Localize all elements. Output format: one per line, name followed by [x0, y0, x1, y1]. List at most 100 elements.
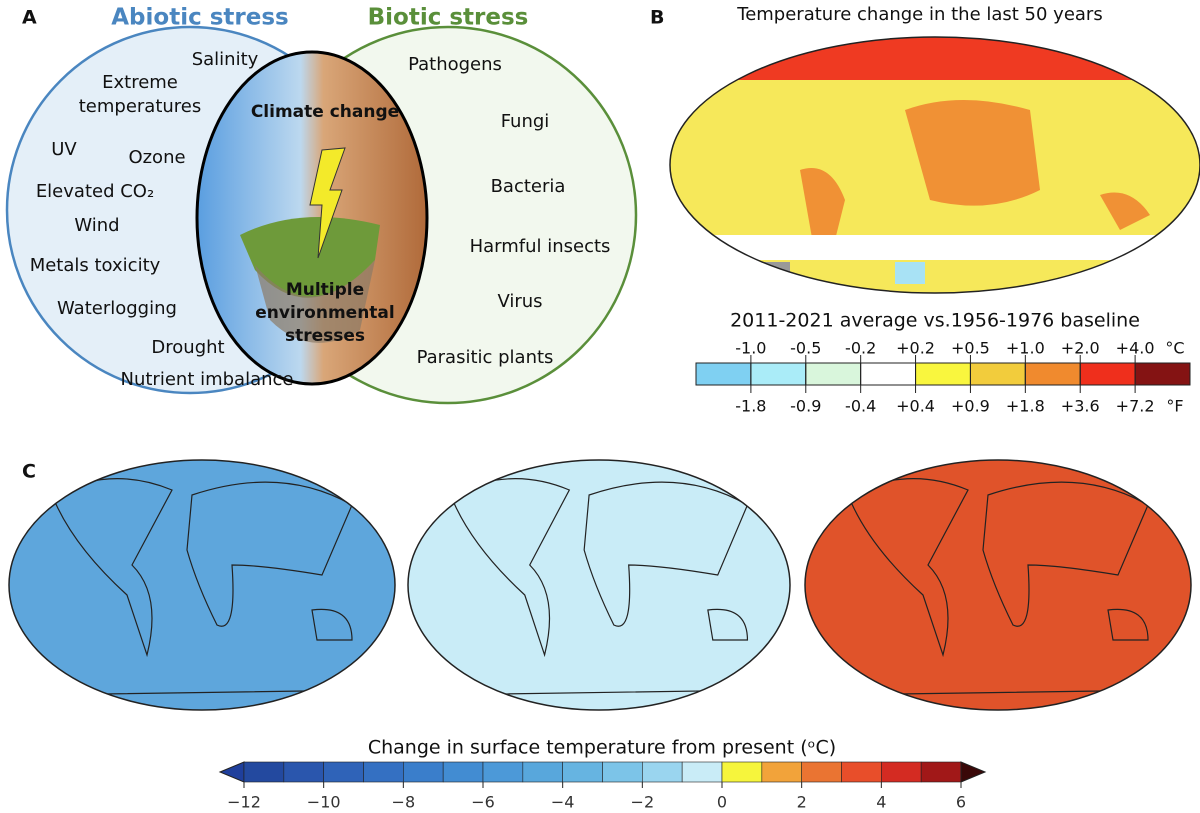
fahrenheit-label: +0.9	[951, 397, 990, 416]
map-outline	[669, 36, 1200, 294]
colorbar-swatch	[881, 761, 922, 783]
panel-label: A	[22, 7, 37, 29]
colorbar-swatch	[721, 761, 763, 783]
panel-label: B	[650, 7, 664, 29]
colorbar-tick-label: −12	[227, 793, 261, 812]
colorbar-tick-label: −8	[392, 793, 416, 812]
colorbar-swatch	[602, 761, 643, 783]
fahrenheit-label: -1.8	[735, 397, 766, 416]
map	[408, 460, 790, 710]
overlap-top: Climate change	[251, 102, 399, 122]
fahrenheit-unit: °F	[1166, 397, 1183, 416]
biotic-item: Bacteria	[491, 176, 566, 197]
biotic-title: Biotic stress	[368, 5, 529, 31]
colorbar-tick-label: 2	[797, 793, 807, 812]
colorbar-swatch	[801, 761, 842, 783]
fahrenheit-label: -0.4	[845, 397, 876, 416]
celsius-label: +4.0	[1116, 339, 1155, 358]
colorbar-swatch	[323, 761, 364, 783]
colorbar-tick-label: −6	[471, 793, 495, 812]
celsius-unit: °C	[1165, 339, 1184, 358]
colorbar-swatch	[695, 362, 752, 386]
colorbar-swatch	[522, 761, 563, 783]
celsius-label: +0.5	[951, 339, 990, 358]
continents	[31, 478, 373, 696]
map	[9, 460, 395, 710]
abiotic-item: Elevated CO₂	[36, 181, 154, 202]
fahrenheit-label: +0.4	[896, 397, 935, 416]
lightning	[309, 147, 346, 259]
continents	[827, 478, 1169, 696]
colorbar-swatch	[442, 761, 484, 783]
colorbar-swatch	[243, 761, 285, 783]
colorbar-swatch	[642, 761, 683, 783]
colorbar-swatch	[969, 362, 1026, 386]
celsius-label: -0.5	[790, 339, 821, 358]
colorbar-tick-label: 4	[876, 793, 886, 812]
fahrenheit-label: +7.2	[1116, 397, 1155, 416]
colorbar-swatch	[750, 362, 807, 386]
map-outline	[407, 459, 791, 711]
map-title: Temperature change in the last 50 years	[736, 4, 1102, 25]
colorbar-title: Change in surface temperature from prese…	[368, 737, 836, 759]
biotic-item: Parasitic plants	[417, 347, 554, 368]
colorbar-swatch	[283, 761, 324, 783]
colorbar-swatch	[1024, 362, 1081, 386]
biotic-item: Virus	[497, 291, 542, 312]
biotic-item: Harmful insects	[470, 236, 611, 257]
colorbar-swatch	[920, 761, 962, 783]
map-fill	[805, 460, 1191, 710]
celsius-label: -0.2	[845, 339, 876, 358]
colorbar-swatch	[403, 761, 444, 783]
colorbar-swatch	[1134, 362, 1191, 386]
abiotic-item: Extreme temperatures	[79, 72, 202, 117]
abiotic-item: Ozone	[128, 147, 185, 168]
colorbar-swatch	[1079, 362, 1136, 386]
colorbar-swatch	[482, 761, 524, 783]
map-fill	[408, 460, 790, 710]
abiotic-item: Drought	[151, 337, 224, 358]
panel-label: C	[22, 461, 36, 483]
colorbar-swatch	[805, 362, 862, 386]
biotic-item: Pathogens	[408, 54, 502, 75]
fahrenheit-label: +3.6	[1061, 397, 1100, 416]
celsius-label: +1.0	[1006, 339, 1045, 358]
fahrenheit-label: +1.8	[1006, 397, 1045, 416]
colorbar-tick-label: −4	[551, 793, 575, 812]
map-b	[670, 37, 1200, 293]
colorbar-swatch	[860, 362, 917, 386]
colorbar-end	[960, 761, 987, 783]
colorbar-swatch	[915, 362, 971, 386]
celsius-label: +2.0	[1061, 339, 1100, 358]
fahrenheit-label: -0.9	[790, 397, 821, 416]
overlap-bottom: Multiple environmental stresses	[255, 280, 394, 346]
island-rock	[255, 260, 375, 343]
map-outline	[8, 459, 396, 711]
island	[240, 217, 380, 298]
map	[805, 460, 1191, 710]
abiotic-title: Abiotic stress	[111, 5, 288, 31]
colorbar-tick-label: −10	[307, 793, 341, 812]
colorbar-tick-label: 0	[717, 793, 727, 812]
biotic-item: Fungi	[501, 111, 550, 132]
colorbar-swatch	[681, 761, 723, 783]
abiotic-item: Waterlogging	[57, 298, 177, 319]
colorbar-subtitle: 2011-2021 average vs.1956-1976 baseline	[730, 310, 1140, 332]
continents	[430, 478, 768, 696]
abiotic-item: UV	[51, 139, 77, 160]
colorbar-swatch	[841, 761, 882, 783]
abiotic-item: Salinity	[192, 49, 259, 70]
abiotic-item: Nutrient imbalance	[121, 369, 294, 390]
map-outline	[804, 459, 1192, 711]
abiotic-item: Metals toxicity	[30, 255, 161, 276]
colorbar-swatch	[363, 761, 404, 783]
abiotic-item: Wind	[74, 215, 119, 236]
colorbar-tick-label: 6	[956, 793, 966, 812]
colorbar-swatch	[562, 761, 603, 783]
colorbar-swatch	[761, 761, 802, 783]
celsius-label: +0.2	[896, 339, 935, 358]
colorbar-tick-label: −2	[631, 793, 655, 812]
colorbar-end	[218, 761, 245, 783]
map-fill	[9, 460, 395, 710]
